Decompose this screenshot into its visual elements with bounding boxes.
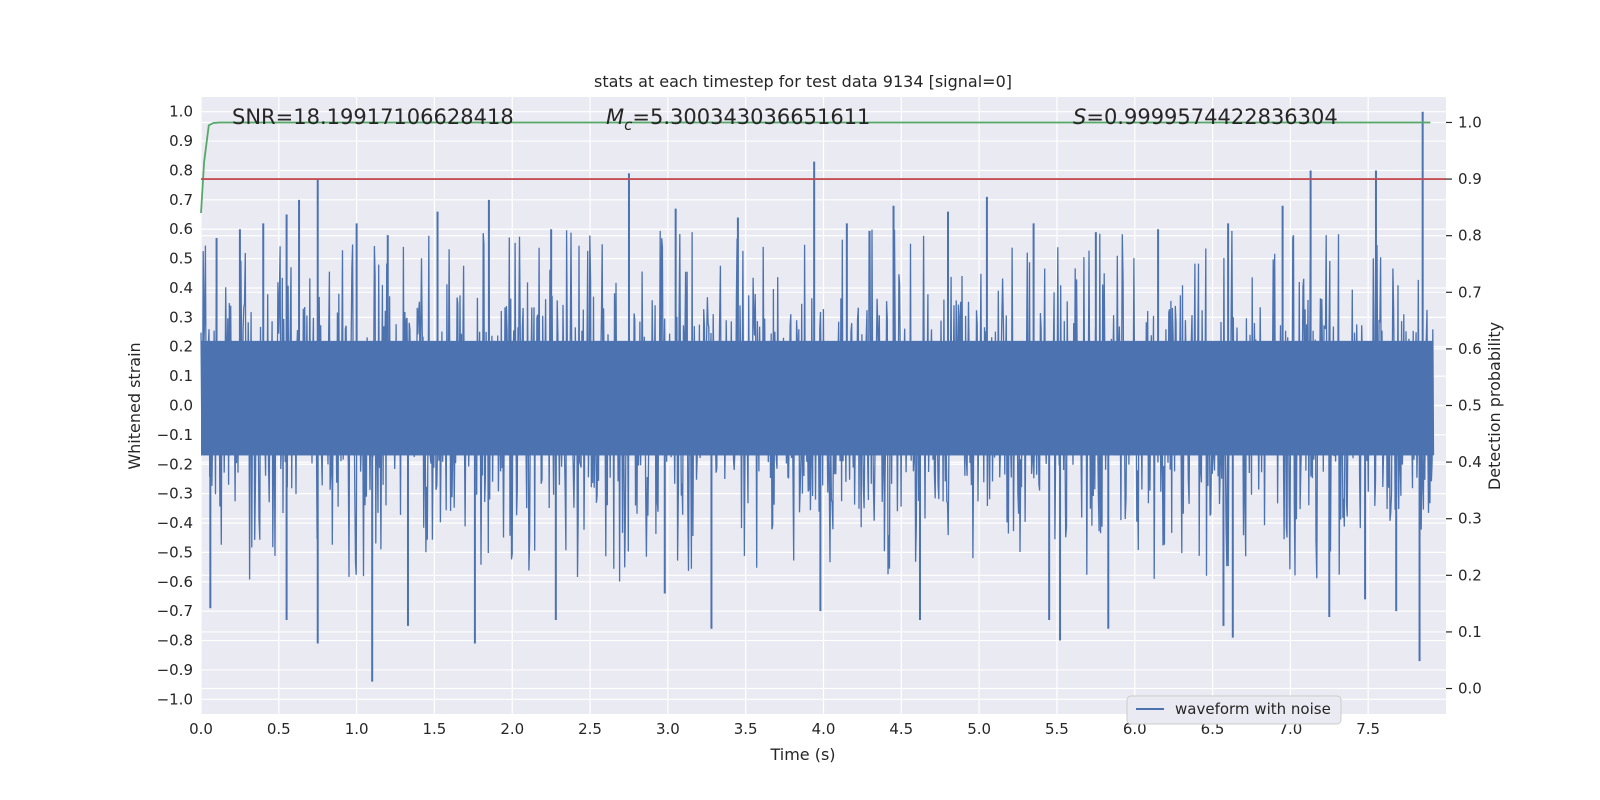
mc-value: =5.300343036651611 (632, 105, 870, 129)
y-axis-label: Whitened strain (125, 342, 144, 469)
x-tick-label: 0.5 (267, 720, 291, 738)
y-tick-label: −0.2 (157, 455, 193, 473)
legend-label-waveform: waveform with noise (1175, 700, 1331, 718)
legend-box (1126, 695, 1342, 725)
x-tick-label: 1.0 (345, 720, 369, 738)
x-ticks: 0.0 0.5 1.0 1.5 2.0 2.5 3.0 3.5 4.0 4.5 5.0 5.5 6.0 6… (189, 720, 1380, 738)
y-tick-label: −0.9 (157, 661, 193, 679)
y-tick-label: −0.1 (157, 426, 193, 444)
y-tick-label: −0.6 (157, 573, 193, 591)
y2-tick-label: 0.8 (1458, 227, 1482, 245)
y-tick-label: 0.3 (169, 308, 193, 326)
y2-tick-label: 0.5 (1458, 397, 1482, 415)
y-tick-label: −0.8 (157, 632, 193, 650)
score-annotation: S=0.9999574422836304 (1073, 105, 1338, 129)
probability-series (200, 121, 1446, 214)
mc-subscript: c (624, 116, 633, 134)
y2-tick-label: 0.0 (1458, 680, 1482, 698)
y-tick-label: 0.4 (169, 279, 193, 297)
y2-tick-label: 0.9 (1458, 170, 1482, 188)
x-tick-label: 7.5 (1356, 720, 1380, 738)
y2-axis-label: Detection probability (1485, 322, 1504, 490)
y-tick-label: −0.7 (157, 602, 193, 620)
y-tick-label: 1.0 (169, 103, 193, 121)
snr-annotation: SNR=18.19917106628418 (232, 105, 514, 129)
y-tick-label: 0.5 (169, 250, 193, 268)
y2-tick-label: 0.1 (1458, 623, 1482, 641)
chirp-mass-annotation: Mc=5.300343036651611 (606, 105, 870, 134)
y-tick-label: 0.7 (169, 191, 193, 209)
y-tick-label: −0.5 (157, 543, 193, 561)
legend: waveform with noise (1126, 695, 1342, 725)
y-tick-label: 0.6 (169, 220, 193, 238)
x-tick-label: 4.5 (889, 720, 913, 738)
y2-tick-label: 0.2 (1458, 566, 1482, 584)
y2-tick-label: 0.4 (1458, 453, 1482, 471)
mc-symbol: M (606, 105, 624, 129)
probability-line (200, 121, 1431, 214)
x-axis-label: Time (s) (769, 745, 835, 764)
y-tick-label: 0.0 (169, 397, 193, 415)
x-tick-label: 5.0 (967, 720, 991, 738)
y-tick-label: 0.2 (169, 338, 193, 356)
y2-tick-label: 0.7 (1458, 283, 1482, 301)
x-tick-label: 1.5 (423, 720, 447, 738)
x-tick-label: 5.5 (1045, 720, 1069, 738)
y-tick-label: −0.3 (157, 485, 193, 503)
right-y-ticks: 1.0 0.9 0.8 0.7 0.6 0.5 0.4 0.3 0.2 0.1 0.0 (1446, 113, 1482, 698)
x-tick-label: 2.5 (578, 720, 602, 738)
left-y-ticks: 1.0 0.9 0.8 0.7 0.6 0.5 0.4 0.3 0.2 0.1 0.0 −0.1 −0.… (157, 103, 193, 709)
y-tick-label: −0.4 (157, 514, 193, 532)
waveform-core (201, 340, 1434, 456)
y2-tick-label: 0.6 (1458, 340, 1482, 358)
x-tick-label: 3.5 (734, 720, 758, 738)
y2-tick-label: 1.0 (1458, 113, 1482, 131)
y-tick-label: 0.9 (169, 132, 193, 150)
y2-tick-label: 0.3 (1458, 510, 1482, 528)
y-tick-label: 0.8 (169, 161, 193, 179)
x-tick-label: 4.0 (812, 720, 836, 738)
s-symbol: S (1073, 105, 1086, 129)
chart-title: stats at each timestep for test data 913… (594, 72, 1012, 91)
x-tick-label: 0.0 (189, 720, 213, 738)
s-value: =0.9999574422836304 (1086, 105, 1337, 129)
x-tick-label: 2.0 (500, 720, 524, 738)
y-tick-label: −1.0 (157, 690, 193, 708)
y-tick-label: 0.1 (169, 367, 193, 385)
x-tick-label: 3.0 (656, 720, 680, 738)
waveform-series (200, 111, 1435, 682)
